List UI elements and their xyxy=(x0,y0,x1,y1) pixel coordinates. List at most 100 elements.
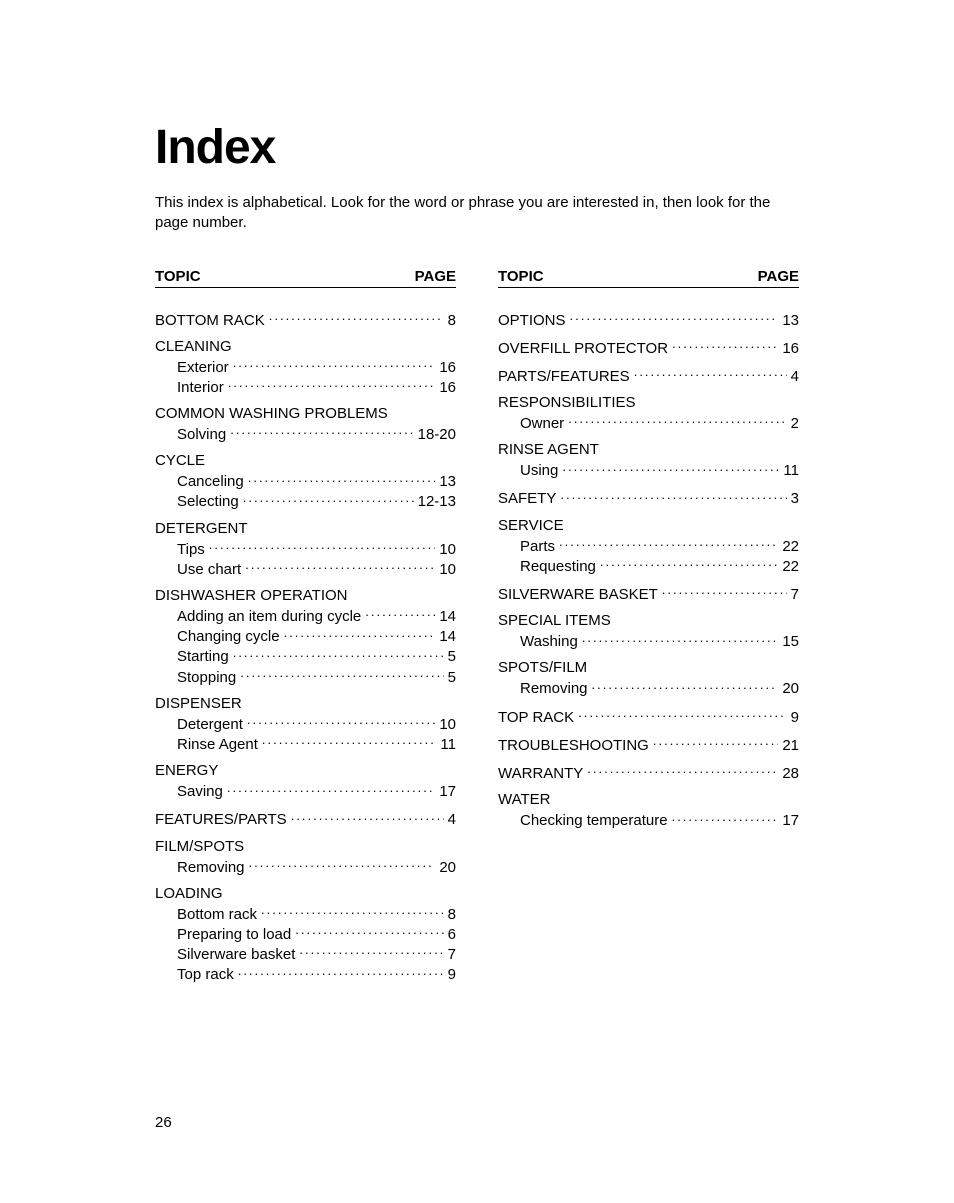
index-entry: Use chart10 xyxy=(155,559,456,579)
index-entry: Saving 17 xyxy=(155,781,456,801)
index-section: FEATURES/PARTS4 xyxy=(155,809,456,829)
entry-page: 21 xyxy=(782,736,799,755)
entry-label: Using xyxy=(520,461,558,480)
index-entry: Silverware basket 7 xyxy=(155,944,456,964)
index-section: SAFETY3 xyxy=(498,488,799,508)
index-entry: Stopping5 xyxy=(155,667,456,687)
index-entry: Removing20 xyxy=(498,678,799,698)
entry-label: Washing xyxy=(520,632,578,651)
entry-page: 10 xyxy=(439,715,456,734)
entry-label: Bottom rack xyxy=(177,905,257,924)
leader-dots xyxy=(568,413,786,428)
leader-dots xyxy=(299,944,443,959)
entry-label: BOTTOM RACK xyxy=(155,311,265,330)
index-columns: TOPIC PAGE BOTTOM RACK8CLEANINGExterior1… xyxy=(155,268,799,993)
header-page: PAGE xyxy=(758,268,799,285)
entry-page: 11 xyxy=(440,735,456,754)
entry-page: 16 xyxy=(439,358,456,377)
entry-label: TOP RACK xyxy=(498,708,574,727)
leader-dots xyxy=(662,584,787,599)
index-entry: OPTIONS 13 xyxy=(498,310,799,330)
leader-dots xyxy=(230,424,413,439)
entry-page: 10 xyxy=(439,560,456,579)
leader-dots xyxy=(578,707,787,722)
leader-dots xyxy=(233,646,444,661)
entry-label: Canceling xyxy=(177,472,244,491)
entry-label: Starting xyxy=(177,647,229,666)
entry-page: 5 xyxy=(448,647,456,666)
entry-page: 11 xyxy=(783,461,799,480)
entry-page: 13 xyxy=(782,311,799,330)
intro-text: This index is alphabetical. Look for the… xyxy=(155,193,799,234)
entry-page: 7 xyxy=(448,945,456,964)
entry-label: Saving xyxy=(177,782,223,801)
entry-label: Owner xyxy=(520,414,564,433)
index-entry: Bottom rack8 xyxy=(155,904,456,924)
entry-label: OPTIONS xyxy=(498,311,566,330)
leader-dots xyxy=(249,857,436,872)
section-head: CYCLE xyxy=(155,452,456,469)
entry-label: Changing cycle xyxy=(177,627,280,646)
leader-dots xyxy=(238,964,444,979)
index-entry: Checking temperature17 xyxy=(498,810,799,830)
leader-dots xyxy=(560,488,786,503)
index-section: RINSE AGENTUsing11 xyxy=(498,441,799,480)
entry-page: 17 xyxy=(439,782,456,801)
index-section: SPOTS/FILM Removing20 xyxy=(498,659,799,698)
entry-page: 3 xyxy=(791,489,799,508)
index-section: SPECIAL ITEMSWashing15 xyxy=(498,612,799,651)
index-entry: OVERFILL PROTECTOR16 xyxy=(498,338,799,358)
entry-label: Detergent xyxy=(177,715,243,734)
leader-dots xyxy=(672,810,779,825)
entry-page: 17 xyxy=(782,811,799,830)
header-page: PAGE xyxy=(415,268,456,285)
leader-dots xyxy=(562,460,779,475)
entry-label: PARTS/FEATURES xyxy=(498,367,630,386)
index-page: Index This index is alphabetical. Look f… xyxy=(0,0,954,1052)
index-entry: BOTTOM RACK8 xyxy=(155,310,456,330)
index-column-right: TOPIC PAGE OPTIONS13OVERFILL PROTECTOR16… xyxy=(498,268,799,993)
entry-page: 12-13 xyxy=(418,492,456,511)
section-head: LOADING xyxy=(155,885,456,902)
index-section: WARRANTY28 xyxy=(498,763,799,783)
index-section: FILM/SPOTSRemoving20 xyxy=(155,838,456,877)
leader-dots xyxy=(291,809,444,824)
index-entry: Removing20 xyxy=(155,857,456,877)
leader-dots xyxy=(634,366,787,381)
entry-page: 14 xyxy=(439,627,456,646)
entry-page: 9 xyxy=(448,965,456,984)
entry-page: 18-20 xyxy=(418,425,456,444)
index-section: TROUBLESHOOTING 21 xyxy=(498,735,799,755)
leader-dots xyxy=(672,338,778,353)
leader-dots xyxy=(228,377,436,392)
leader-dots xyxy=(365,606,435,621)
entry-label: Silverware basket xyxy=(177,945,295,964)
index-entry: Washing15 xyxy=(498,631,799,651)
index-entry: Detergent 10 xyxy=(155,714,456,734)
leader-dots xyxy=(247,714,435,729)
index-section: BOTTOM RACK8 xyxy=(155,310,456,330)
index-entry: Rinse Agent 11 xyxy=(155,734,456,754)
entry-label: FEATURES/PARTS xyxy=(155,810,287,829)
index-column-left: TOPIC PAGE BOTTOM RACK8CLEANINGExterior1… xyxy=(155,268,456,993)
index-entry: Interior16 xyxy=(155,377,456,397)
leader-dots xyxy=(269,310,444,325)
leader-dots xyxy=(582,631,779,646)
index-entry: Preparing to load6 xyxy=(155,924,456,944)
entry-label: Preparing to load xyxy=(177,925,291,944)
index-entry: TROUBLESHOOTING 21 xyxy=(498,735,799,755)
entry-label: SILVERWARE BASKET xyxy=(498,585,658,604)
entry-label: Interior xyxy=(177,378,224,397)
index-section: OPTIONS 13 xyxy=(498,310,799,330)
entry-label: Rinse Agent xyxy=(177,735,258,754)
entry-label: TROUBLESHOOTING xyxy=(498,736,649,755)
leader-dots xyxy=(295,924,443,939)
index-section: OVERFILL PROTECTOR16 xyxy=(498,338,799,358)
section-head: SPOTS/FILM xyxy=(498,659,799,676)
leader-dots xyxy=(245,559,435,574)
entry-label: Solving xyxy=(177,425,226,444)
index-section: ENERGYSaving17 xyxy=(155,762,456,801)
entry-page: 16 xyxy=(782,339,799,358)
index-entry: FEATURES/PARTS4 xyxy=(155,809,456,829)
entry-page: 4 xyxy=(791,367,799,386)
